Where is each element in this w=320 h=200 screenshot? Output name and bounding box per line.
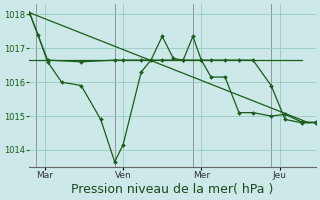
X-axis label: Pression niveau de la mer( hPa ): Pression niveau de la mer( hPa ) (71, 183, 274, 196)
